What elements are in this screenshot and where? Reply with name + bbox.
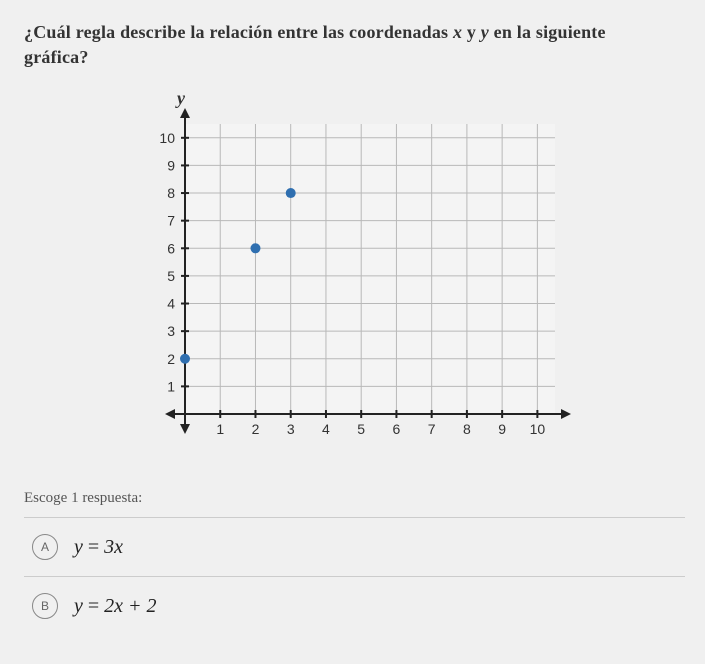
opt-b-eq: = xyxy=(88,595,99,617)
svg-text:7: 7 xyxy=(427,421,435,437)
opt-a-eq: = xyxy=(88,536,99,558)
option-a[interactable]: A y = 3x xyxy=(24,524,685,570)
q-suffix: en la siguiente xyxy=(489,22,606,42)
svg-text:4: 4 xyxy=(322,421,330,437)
option-formula-b: y = 2x + 2 xyxy=(74,595,157,618)
divider xyxy=(24,576,685,577)
svg-text:10: 10 xyxy=(159,130,175,146)
svg-text:7: 7 xyxy=(167,213,175,229)
svg-text:1: 1 xyxy=(216,421,224,437)
svg-text:9: 9 xyxy=(498,421,506,437)
divider xyxy=(24,517,685,518)
q-var-x: x xyxy=(453,22,462,42)
chart-container: 1234567891012345678910yx xyxy=(24,94,685,454)
opt-a-rhs: 3x xyxy=(104,536,123,558)
svg-text:6: 6 xyxy=(167,241,175,257)
svg-text:2: 2 xyxy=(251,421,259,437)
svg-text:5: 5 xyxy=(167,268,175,284)
q-mid: y xyxy=(462,22,481,42)
choose-prompt: Escoge 1 respuesta: xyxy=(24,490,685,507)
svg-text:2: 2 xyxy=(167,351,175,367)
option-b[interactable]: B y = 2x + 2 xyxy=(24,583,685,629)
opt-a-lhs: y xyxy=(74,536,83,558)
svg-text:3: 3 xyxy=(167,324,175,340)
svg-text:4: 4 xyxy=(167,296,175,312)
option-badge-b: B xyxy=(32,593,58,619)
opt-b-lhs: y xyxy=(74,595,83,617)
svg-text:5: 5 xyxy=(357,421,365,437)
svg-text:10: 10 xyxy=(529,421,545,437)
svg-text:8: 8 xyxy=(167,185,175,201)
option-badge-a: A xyxy=(32,534,58,560)
scatter-chart: 1234567891012345678910yx xyxy=(135,94,575,454)
option-formula-a: y = 3x xyxy=(74,536,123,559)
svg-text:3: 3 xyxy=(286,421,294,437)
q-line2: gráfica? xyxy=(24,47,89,67)
svg-text:8: 8 xyxy=(463,421,471,437)
svg-text:1: 1 xyxy=(167,379,175,395)
opt-b-rhs: 2x + 2 xyxy=(104,595,156,617)
svg-text:9: 9 xyxy=(167,158,175,174)
q-prefix: ¿Cuál regla describe la relación entre l… xyxy=(24,22,453,42)
question-text: ¿Cuál regla describe la relación entre l… xyxy=(24,20,685,70)
svg-text:6: 6 xyxy=(392,421,400,437)
svg-text:y: y xyxy=(175,94,186,108)
q-var-y: y xyxy=(481,22,489,42)
